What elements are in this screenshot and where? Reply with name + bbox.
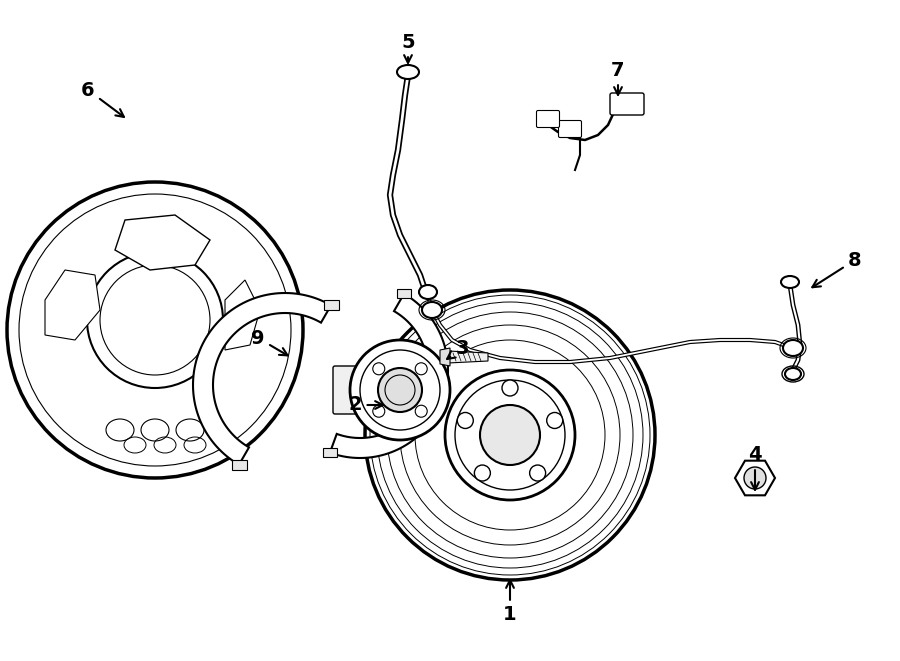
Text: 8: 8 [813,251,862,288]
Circle shape [415,405,428,417]
Ellipse shape [397,65,419,79]
Circle shape [502,380,518,396]
Text: 7: 7 [611,61,625,95]
Circle shape [365,290,655,580]
Text: 1: 1 [503,580,517,625]
Ellipse shape [781,276,799,288]
Text: 3: 3 [447,338,469,359]
Polygon shape [440,348,450,366]
FancyBboxPatch shape [333,366,359,414]
Circle shape [350,340,450,440]
Circle shape [415,363,428,375]
Bar [397,290,411,298]
Bar [323,300,338,310]
Polygon shape [225,280,260,350]
FancyBboxPatch shape [559,120,581,137]
Circle shape [546,412,562,428]
Circle shape [457,412,473,428]
Circle shape [378,368,422,412]
Ellipse shape [783,340,803,356]
Circle shape [445,370,575,500]
Polygon shape [115,215,210,270]
Circle shape [7,182,303,478]
Ellipse shape [422,302,442,318]
Circle shape [529,465,545,481]
Text: 5: 5 [401,32,415,63]
Circle shape [474,465,490,481]
Ellipse shape [176,419,204,441]
Polygon shape [45,270,100,340]
Circle shape [480,405,540,465]
Circle shape [373,363,385,375]
Bar [323,448,337,457]
FancyBboxPatch shape [536,110,560,128]
FancyBboxPatch shape [610,93,644,115]
Text: 4: 4 [748,446,761,490]
Text: 2: 2 [348,395,382,414]
Polygon shape [330,293,448,458]
Text: 9: 9 [251,329,288,356]
Text: 6: 6 [81,81,124,117]
Circle shape [373,405,385,417]
Bar [231,459,247,470]
Ellipse shape [419,285,437,299]
Ellipse shape [141,419,169,441]
Circle shape [744,467,766,489]
Ellipse shape [785,368,801,380]
Polygon shape [193,293,331,465]
Polygon shape [448,351,488,363]
Ellipse shape [106,419,134,441]
